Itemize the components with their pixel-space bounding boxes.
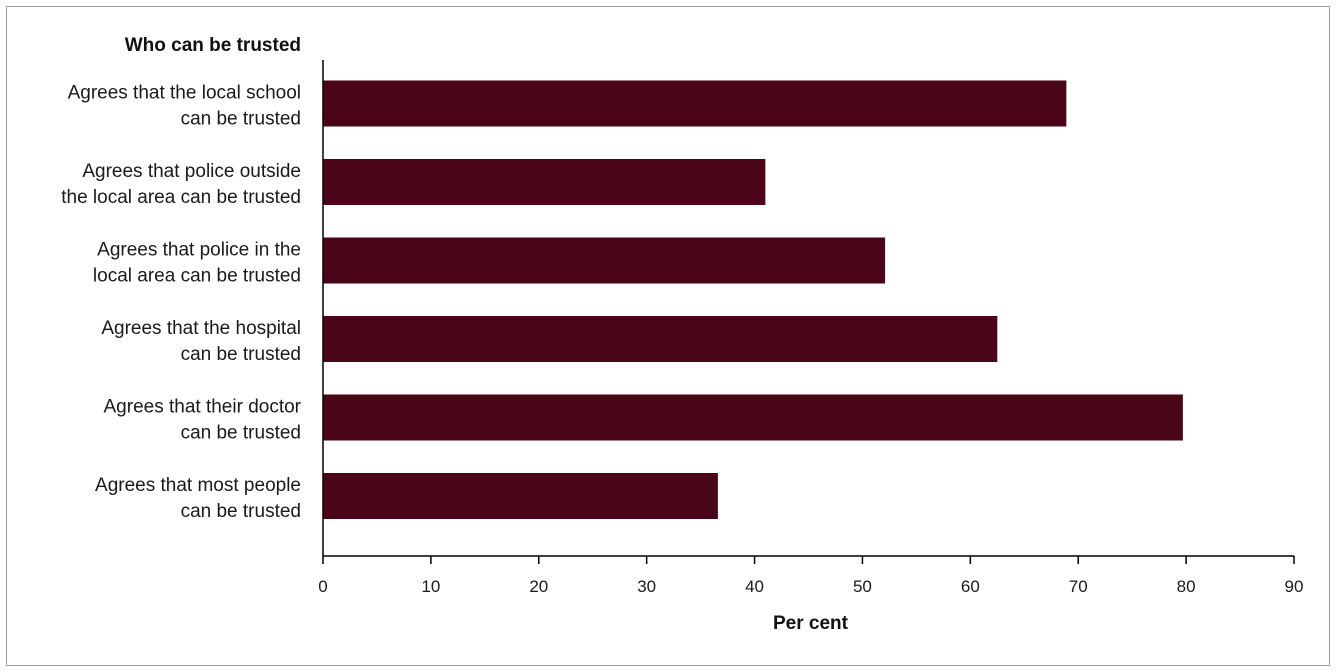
bar-1 (323, 159, 766, 205)
chart-title: Who can be trusted (125, 35, 301, 56)
bars-group (323, 80, 1183, 519)
x-tick-label: 60 (961, 577, 980, 596)
bar-2 (323, 237, 886, 284)
category-label-4: Agrees that their doctor can be trusted (104, 397, 302, 444)
x-tick-label: 40 (745, 577, 764, 596)
x-tick-label: 10 (421, 577, 440, 596)
bar-5 (323, 473, 718, 519)
category-label-line: can be trusted (181, 344, 301, 365)
category-label-line: Agrees that most people (95, 475, 301, 496)
x-tick-label: 50 (853, 577, 872, 596)
x-ticks-group: 0 10 20 30 40 50 60 70 80 90 (318, 556, 1303, 596)
x-tick-label: 20 (529, 577, 548, 596)
category-label-line: can be trusted (181, 501, 301, 522)
x-tick-label: 70 (1069, 577, 1088, 596)
bar-4 (323, 394, 1183, 441)
x-tick-label: 80 (1177, 577, 1196, 596)
category-label-2: Agrees that police in the local area can … (93, 240, 301, 287)
category-label-line: can be trusted (181, 109, 301, 130)
x-tick-label: 90 (1285, 577, 1304, 596)
category-label-line: Agrees that police in the (97, 240, 301, 261)
category-label-line: Agrees that police outside (82, 161, 301, 182)
category-label-line: can be trusted (181, 423, 301, 444)
x-axis-label: Per cent (773, 613, 849, 634)
category-label-0: Agrees that the local school can be trust… (68, 83, 301, 130)
category-labels-group: Agrees that the local school can be trust… (61, 83, 301, 523)
category-label-1: Agrees that police outside the local area… (61, 161, 301, 208)
category-label-line: Agrees that the hospital (101, 318, 301, 339)
bar-0 (323, 80, 1067, 127)
x-tick-label: 30 (637, 577, 656, 596)
category-label-line: Agrees that the local school (68, 83, 301, 104)
category-label-3: Agrees that the hospital can be trusted (101, 318, 301, 365)
x-tick-label: 0 (318, 577, 327, 596)
category-label-5: Agrees that most people can be trusted (95, 475, 301, 522)
category-label-line: the local area can be trusted (61, 187, 301, 208)
category-label-line: Agrees that their doctor (104, 397, 302, 418)
category-label-line: local area can be trusted (93, 266, 301, 287)
bar-3 (323, 316, 998, 362)
